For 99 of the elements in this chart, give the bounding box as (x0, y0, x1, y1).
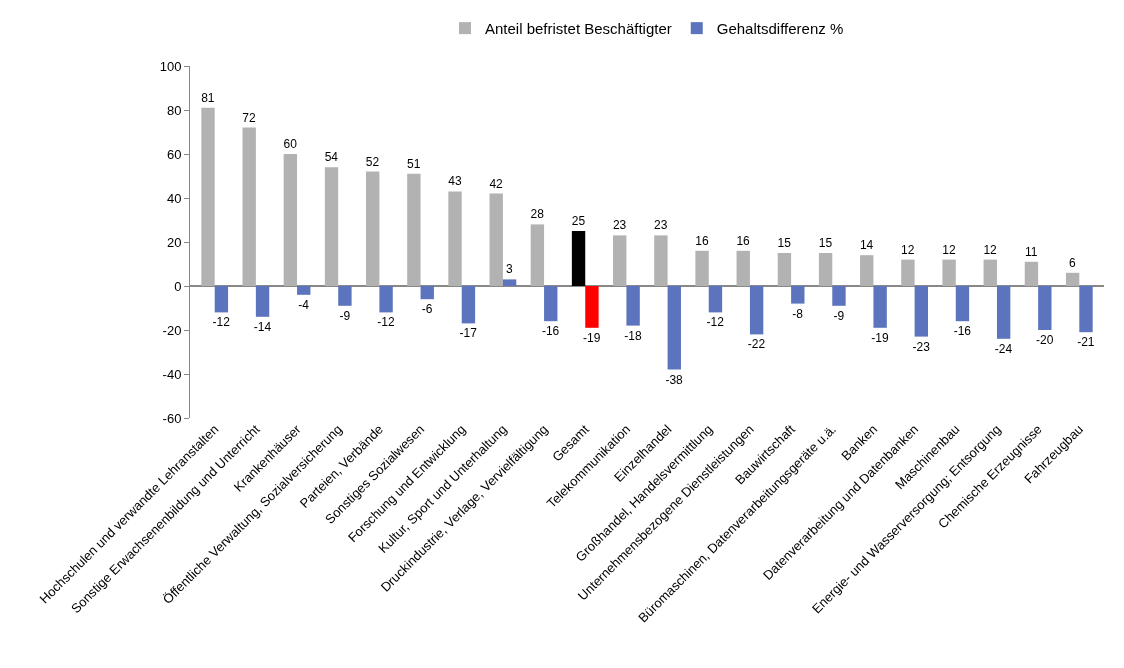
data-label: 11 (1025, 244, 1038, 259)
data-label: -9 (833, 308, 845, 323)
y-tick-label: 0 (174, 278, 182, 294)
data-label: 14 (859, 238, 874, 253)
data-label: -16 (953, 324, 972, 339)
data-label: -21 (1077, 335, 1095, 350)
data-label: -38 (665, 372, 684, 387)
bar (571, 231, 586, 286)
data-label: -16 (541, 324, 560, 339)
bar (832, 286, 846, 306)
data-label: -22 (747, 337, 766, 352)
bar (818, 253, 833, 286)
data-label: 16 (736, 233, 751, 248)
data-label: 6 (1069, 255, 1077, 270)
data-label: 72 (242, 110, 257, 125)
data-label: 28 (530, 207, 545, 222)
y-tick-label: 40 (166, 190, 182, 206)
bar (1079, 286, 1093, 333)
data-label: 52 (365, 154, 380, 169)
y-tick-label: 20 (166, 234, 182, 250)
data-label: 43 (448, 174, 462, 189)
bar (420, 286, 434, 300)
data-label: 54 (324, 150, 339, 165)
data-label: 16 (695, 233, 709, 248)
bar (736, 250, 750, 286)
bar (324, 167, 339, 286)
bar (626, 286, 640, 326)
bar (1065, 272, 1080, 286)
data-label: 15 (777, 236, 792, 250)
data-label: -8 (792, 306, 804, 321)
bar (613, 235, 627, 286)
data-label: -18 (624, 328, 642, 343)
bar (873, 286, 887, 328)
data-label: -19 (583, 330, 601, 345)
data-label: -9 (339, 308, 351, 323)
data-label: 3 (506, 262, 514, 277)
bar (461, 286, 476, 324)
y-tick-label: -40 (162, 366, 182, 382)
bar (1038, 286, 1052, 330)
legend-label: Anteil befristet Beschäftigter (485, 19, 672, 37)
bar (201, 107, 215, 286)
bar (544, 286, 558, 322)
bar (297, 286, 311, 295)
y-tick-label: 80 (166, 102, 182, 118)
bar (407, 173, 421, 286)
y-tick-label: -60 (162, 410, 182, 426)
data-label: -14 (253, 319, 272, 334)
data-label: 23 (654, 218, 668, 233)
bar (489, 193, 503, 286)
bar (366, 171, 380, 286)
bar (379, 286, 393, 313)
data-label: -12 (377, 315, 395, 330)
data-label: 12 (942, 242, 956, 257)
bar (502, 279, 517, 286)
y-tick-label: -20 (162, 322, 182, 338)
bar (667, 286, 681, 370)
bar (448, 191, 462, 286)
bar (242, 127, 256, 286)
data-label: 51 (407, 156, 421, 171)
bar (942, 259, 956, 286)
bar (214, 286, 229, 313)
data-label: 42 (489, 176, 504, 191)
data-label: -4 (298, 297, 310, 312)
bar (585, 286, 599, 328)
data-label: -19 (871, 330, 889, 345)
bar (530, 224, 545, 286)
data-label: -12 (706, 315, 725, 330)
bar (983, 259, 997, 286)
bar (708, 286, 723, 313)
bar (955, 286, 970, 322)
data-label: 12 (901, 242, 915, 257)
bar (914, 286, 928, 337)
bar (791, 286, 805, 304)
bar (338, 286, 352, 306)
bar (255, 286, 270, 317)
data-label: 12 (983, 242, 998, 257)
data-label: 15 (818, 236, 833, 250)
y-tick-label: 60 (166, 146, 182, 162)
bar (695, 250, 709, 286)
bar (283, 154, 298, 286)
data-label: -17 (459, 326, 478, 341)
data-label: -6 (421, 302, 433, 317)
bar (1024, 261, 1039, 286)
bar (777, 253, 792, 286)
data-label: 81 (201, 90, 215, 105)
bar (860, 255, 874, 286)
data-label: 23 (612, 218, 627, 233)
bar (901, 259, 915, 286)
data-label: 25 (571, 214, 586, 228)
bar (654, 235, 668, 286)
bar (996, 286, 1011, 339)
y-tick-label: 100 (159, 58, 182, 74)
data-label: -20 (1035, 333, 1054, 347)
bar (749, 286, 764, 335)
data-label: -24 (994, 341, 1013, 356)
data-label: -12 (212, 315, 231, 330)
data-label: 60 (283, 137, 298, 151)
legend-label: Gehaltsdifferenz % (716, 19, 844, 37)
data-label: -23 (912, 339, 931, 354)
